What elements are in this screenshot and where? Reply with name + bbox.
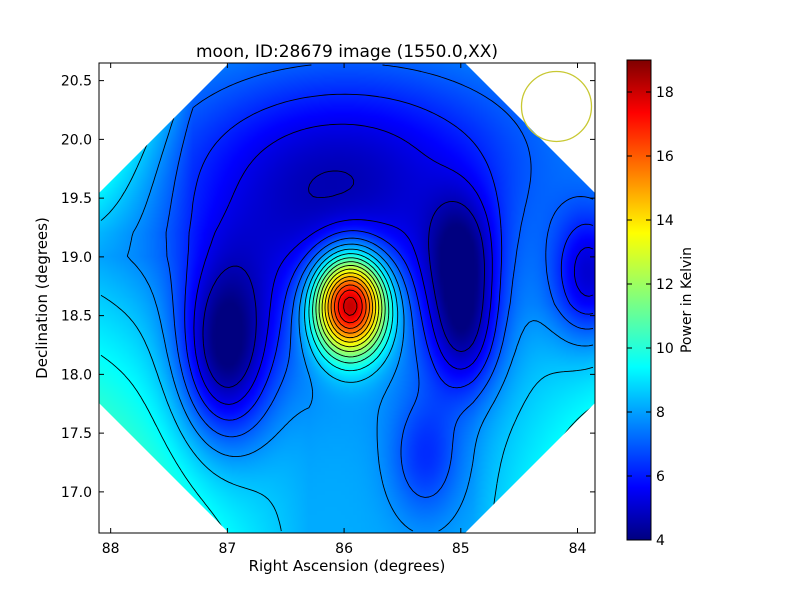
- x-tick-label: 84: [569, 541, 587, 557]
- colorbar-tick-label: 10: [656, 341, 674, 357]
- plot-area: [98, 62, 596, 534]
- y-tick-label: 18.0: [61, 367, 92, 383]
- y-tick-label: 18.5: [61, 309, 92, 325]
- x-axis-label: Right Ascension (degrees): [249, 557, 446, 575]
- y-axis-label: Declination (degrees): [33, 217, 51, 379]
- plot-frame: [98, 62, 596, 534]
- beam-circle: [520, 70, 593, 143]
- colorbar-tick-label: 4: [656, 533, 665, 549]
- colorbar-label: Power in Kelvin: [679, 247, 695, 353]
- y-tick-label: 17.5: [61, 426, 92, 442]
- y-tick-label: 19.0: [61, 250, 92, 266]
- x-tick-label: 86: [335, 541, 353, 557]
- y-tick-label: 17.0: [61, 485, 92, 501]
- y-axis: 17.0 17.5 18.0 18.5 19.0 19.5 20.0 20.5: [61, 74, 595, 501]
- x-tick-label: 85: [452, 541, 470, 557]
- heatmap-image: [99, 63, 595, 533]
- contour-lines: [100, 64, 594, 532]
- x-tick-label: 87: [218, 541, 236, 557]
- colorbar-tick-label: 14: [656, 213, 674, 229]
- colorbar-tick-label: 8: [656, 405, 665, 421]
- colorbar-tick-label: 18: [656, 85, 674, 101]
- contour-path: [100, 64, 594, 532]
- chart-title: moon, ID:28679 image (1550.0,XX): [196, 42, 498, 62]
- colorbar-tick-label: 16: [656, 149, 674, 165]
- colorbar: 4 6 8 10 12 14 16 18 Power in Kelvin: [626, 59, 695, 549]
- x-tick-label: 88: [102, 541, 120, 557]
- colorbar-tick-label: 6: [656, 469, 665, 485]
- y-tick-label: 20.0: [61, 132, 92, 148]
- y-tick-label: 19.5: [61, 191, 92, 207]
- colorbar-tick-label: 12: [656, 277, 674, 293]
- colorbar-gradient: [626, 59, 652, 541]
- colorbar-ticks: 4 6 8 10 12 14 16 18: [627, 85, 674, 549]
- x-axis: 88 87 86 85 84: [102, 63, 587, 557]
- y-tick-label: 20.5: [61, 74, 92, 90]
